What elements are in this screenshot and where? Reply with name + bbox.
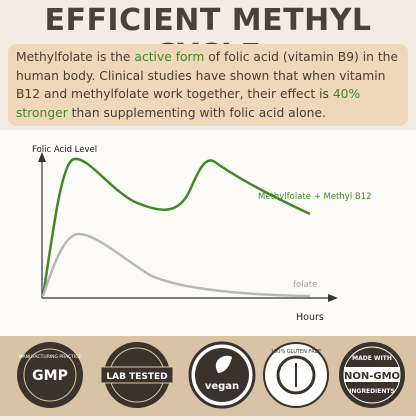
curve-methylfolate bbox=[41, 157, 311, 297]
badges: MANUFACTURING PRACTICE GMP LAB TESTED ve… bbox=[17, 341, 405, 409]
curve-label: folate bbox=[293, 280, 317, 290]
curve-folate bbox=[41, 232, 311, 298]
intro-highlight: active form bbox=[134, 50, 205, 64]
badge-main: GMP bbox=[32, 368, 68, 384]
intro-box: Methylfolate is the active form of folic… bbox=[8, 44, 408, 126]
badge-ring: MADE WITH bbox=[352, 355, 392, 362]
badge-main: NON-GMO bbox=[344, 371, 400, 382]
intro-text: Methylfolate is the bbox=[16, 50, 135, 64]
badge-main: LAB TESTED bbox=[106, 372, 167, 382]
badge-gluten: 100% GLUTEN FREE bbox=[263, 342, 329, 408]
intro-highlight: 40% stronger bbox=[16, 87, 361, 120]
graph: Folic Acid Level Hours Methylfolate + Me… bbox=[0, 130, 416, 336]
badge-sub: INGREDIENTS bbox=[349, 388, 395, 395]
y-label: Folic Acid Level bbox=[32, 145, 97, 155]
curve-label: Methylfolate + Methyl B12 bbox=[258, 192, 372, 202]
badge-ring: MANUFACTURING PRACTICE bbox=[19, 354, 82, 360]
badge-main: 100% GLUTEN FREE bbox=[271, 349, 321, 355]
x-arrow bbox=[328, 294, 338, 302]
badge-gmp: MANUFACTURING PRACTICE GMP bbox=[17, 342, 83, 408]
x-label: Hours bbox=[296, 312, 324, 323]
intro-text: of folic acid (vitamin B9) in the human … bbox=[16, 50, 399, 101]
badge-lab: LAB TESTED bbox=[100, 342, 174, 408]
badge-nongmo: MADE WITH NON-GMO INGREDIENTS bbox=[339, 342, 405, 408]
badge-vegan: vegan bbox=[188, 341, 256, 409]
badge-main: vegan bbox=[205, 381, 239, 392]
badge-strip: MANUFACTURING PRACTICE GMP LAB TESTED ve… bbox=[0, 336, 416, 416]
y-arrow bbox=[38, 152, 46, 162]
intro-text: than supplementing with folic acid alone… bbox=[67, 105, 326, 120]
